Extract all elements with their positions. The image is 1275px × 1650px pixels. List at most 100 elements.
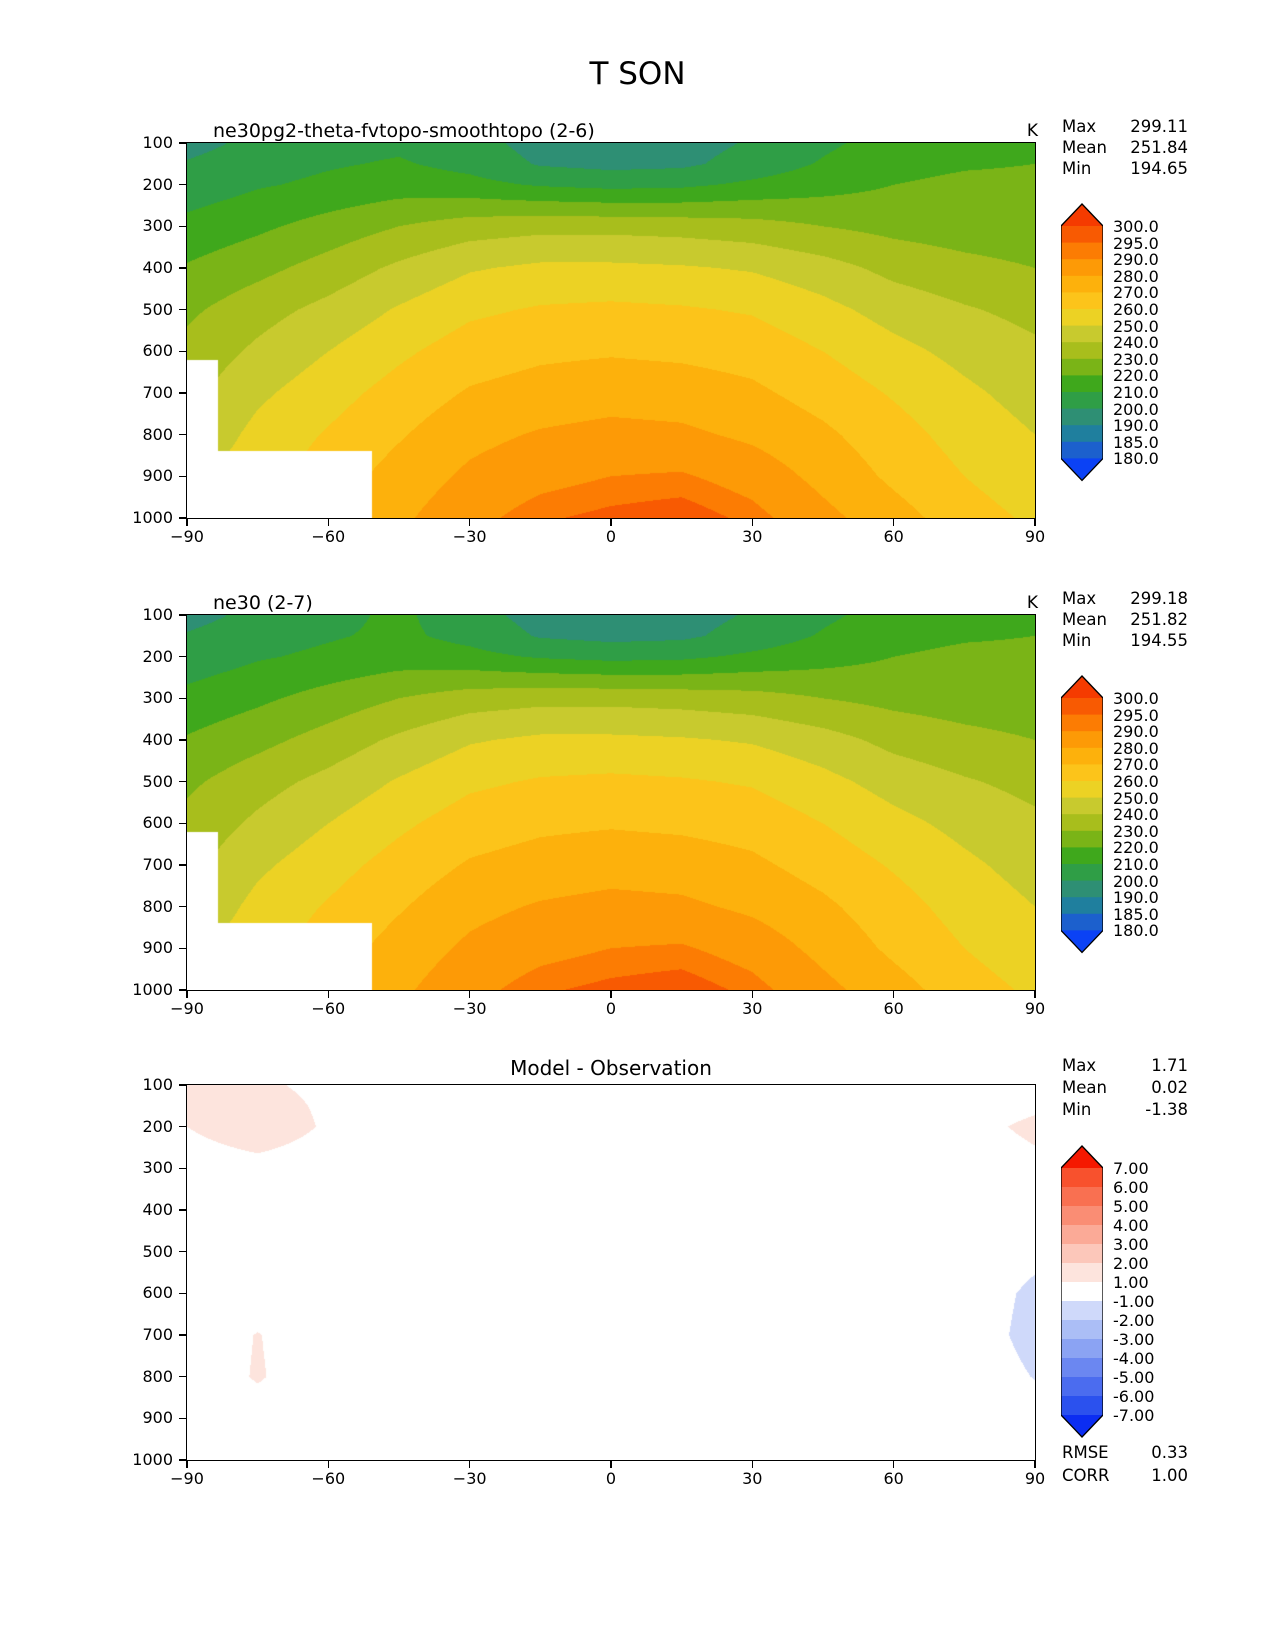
y-tick-mark xyxy=(179,697,186,699)
panel-2-stat-mean: Mean 251.82 xyxy=(1062,610,1188,629)
colorbar-tick-label: 1.00 xyxy=(1113,1273,1149,1292)
y-tick-mark xyxy=(179,225,186,227)
y-tick-label: 100 xyxy=(142,133,173,152)
y-tick-mark xyxy=(179,1376,186,1378)
y-tick-mark xyxy=(179,739,186,741)
y-tick-label: 700 xyxy=(142,855,173,874)
y-tick-mark xyxy=(179,434,186,436)
stat-label: Max xyxy=(1062,1056,1097,1075)
y-tick-label: 600 xyxy=(142,813,173,833)
y-tick-mark xyxy=(179,1084,186,1086)
colorbar-tick-label: 230.0 xyxy=(1113,349,1159,369)
x-tick-label: 90 xyxy=(1024,527,1046,546)
colorbar-tick-label: 220.0 xyxy=(1113,838,1159,858)
y-tick-label: 300 xyxy=(142,216,173,236)
x-tick-mark xyxy=(1034,519,1036,526)
colorbar-tick-label: -2.00 xyxy=(1113,1311,1155,1330)
colorbar-tick-label: 210.0 xyxy=(1113,383,1159,402)
y-tick-mark xyxy=(179,350,186,352)
x-tick-mark xyxy=(751,519,753,526)
y-tick-mark xyxy=(179,1417,186,1419)
panel-3-metric-corr: CORR 1.00 xyxy=(1062,1466,1188,1485)
y-tick-label: 800 xyxy=(142,896,173,916)
metric-label: CORR xyxy=(1062,1466,1110,1485)
stat-value: 1.71 xyxy=(1151,1056,1188,1075)
panel-1-contour-canvas xyxy=(186,142,1036,519)
y-tick-label: 1000 xyxy=(132,980,173,999)
stat-value: -1.38 xyxy=(1145,1100,1188,1119)
x-tick-mark xyxy=(1034,1461,1036,1468)
y-tick-mark xyxy=(179,781,186,783)
y-tick-mark xyxy=(179,1292,186,1294)
colorbar-tick-label: 6.00 xyxy=(1113,1178,1149,1197)
y-tick-label: 700 xyxy=(142,1325,173,1344)
x-tick-mark xyxy=(327,519,329,526)
colorbar-tick-label: 185.0 xyxy=(1113,432,1159,452)
colorbar-tick-label: 260.0 xyxy=(1113,300,1159,319)
x-tick-label: 30 xyxy=(742,527,763,546)
stat-label: Min xyxy=(1062,631,1092,650)
x-tick-mark xyxy=(186,991,188,998)
colorbar-tick-label: -6.00 xyxy=(1113,1387,1155,1406)
x-tick-label: −90 xyxy=(170,1469,204,1488)
y-tick-label: 100 xyxy=(142,605,173,624)
y-tick-mark xyxy=(179,989,186,991)
y-tick-mark xyxy=(179,947,186,949)
x-tick-mark xyxy=(327,1461,329,1468)
y-tick-label: 200 xyxy=(142,174,173,194)
colorbar-tick-label: 270.0 xyxy=(1113,755,1159,775)
colorbar-tick-label: 240.0 xyxy=(1113,805,1159,825)
panel-3-stat-mean: Mean 0.02 xyxy=(1062,1078,1188,1097)
stat-label: Max xyxy=(1062,117,1097,136)
x-tick-label: 90 xyxy=(1024,999,1046,1018)
y-tick-label: 500 xyxy=(142,1241,173,1261)
colorbar-svg xyxy=(1061,203,1103,482)
stat-value: 299.11 xyxy=(1130,117,1188,136)
y-tick-label: 400 xyxy=(142,730,173,749)
colorbar-tick-label: 185.0 xyxy=(1113,904,1159,924)
colorbar-tick-label: 240.0 xyxy=(1113,333,1159,353)
y-tick-label: 100 xyxy=(142,1075,173,1094)
x-tick-mark xyxy=(610,991,612,998)
y-tick-label: 1000 xyxy=(132,508,173,527)
x-tick-label: 60 xyxy=(883,527,904,546)
y-tick-mark xyxy=(179,392,186,394)
y-tick-mark xyxy=(179,475,186,477)
figure-title: T SON xyxy=(589,56,686,92)
colorbar-tick-label: 260.0 xyxy=(1113,772,1159,791)
panel-2-stat-min: Min 194.55 xyxy=(1062,631,1188,650)
x-tick-label: −30 xyxy=(452,527,487,546)
panel-1-stat-max: Max 299.11 xyxy=(1062,117,1188,136)
colorbar-tick-label: -3.00 xyxy=(1113,1330,1155,1349)
colorbar-tick-label: 210.0 xyxy=(1113,855,1159,874)
x-tick-mark xyxy=(469,991,471,998)
x-tick-label: −30 xyxy=(452,1469,487,1488)
y-tick-label: 900 xyxy=(142,466,173,486)
colorbar-tick-label: 270.0 xyxy=(1113,283,1159,303)
x-tick-mark xyxy=(751,991,753,998)
colorbar-svg xyxy=(1061,675,1103,954)
panel-1-unit-label: K xyxy=(1026,121,1038,141)
y-tick-mark xyxy=(179,656,186,658)
y-tick-mark xyxy=(179,1459,186,1461)
y-tick-label: 900 xyxy=(142,1408,173,1428)
x-tick-label: −60 xyxy=(311,527,346,546)
x-tick-label: −60 xyxy=(311,1469,346,1488)
panel-1-title: ne30pg2-theta-fvtopo-smoothtopo (2-6) xyxy=(213,120,595,142)
colorbar-tick-label: 180.0 xyxy=(1113,921,1159,941)
x-tick-mark xyxy=(610,1461,612,1468)
x-tick-label: 0 xyxy=(605,527,617,546)
metric-value: 1.00 xyxy=(1151,1466,1188,1485)
x-tick-label: 0 xyxy=(605,999,617,1018)
colorbar-tick-label: 200.0 xyxy=(1113,871,1159,891)
colorbar-tick-label: -4.00 xyxy=(1113,1349,1155,1368)
y-tick-mark xyxy=(179,309,186,311)
y-tick-mark xyxy=(179,267,186,269)
y-tick-mark xyxy=(179,906,186,908)
panel-2-stat-max: Max 299.18 xyxy=(1062,589,1188,608)
y-tick-label: 400 xyxy=(142,258,173,277)
y-tick-label: 500 xyxy=(142,771,173,791)
y-tick-label: 700 xyxy=(142,383,173,402)
colorbar-tick-label: 300.0 xyxy=(1113,689,1159,708)
